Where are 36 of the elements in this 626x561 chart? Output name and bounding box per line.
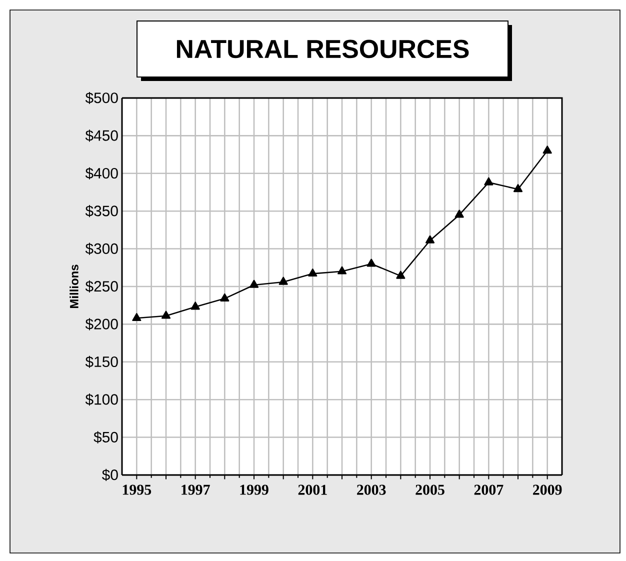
- point: [132, 313, 142, 322]
- y-tick-label: $300: [85, 242, 118, 255]
- x-tick-label: 2001: [298, 484, 327, 495]
- point: [220, 293, 230, 302]
- y-tick-label: $0: [102, 468, 118, 482]
- x-tick-label: 2009: [533, 484, 562, 495]
- point: [366, 258, 376, 267]
- y-tick-label: $400: [85, 167, 118, 180]
- point: [161, 310, 171, 319]
- x-tick-label: 1995: [122, 484, 152, 495]
- point: [484, 177, 494, 186]
- point: [513, 184, 523, 192]
- y-tick-label: $500: [85, 92, 118, 104]
- y-tick-label: $350: [85, 205, 118, 218]
- y-tick-label: $200: [85, 318, 118, 330]
- point: [425, 235, 435, 244]
- point: [278, 276, 288, 285]
- point: [542, 146, 552, 154]
- x-tick-label: 1997: [182, 484, 210, 495]
- y-tick-label: $450: [85, 130, 118, 142]
- chart-title: NATURAL RESOURCES: [176, 40, 469, 58]
- x-tick-label: 2007: [474, 484, 504, 495]
- x-tick-label: 1999: [240, 484, 268, 495]
- point: [190, 302, 200, 310]
- point: [249, 280, 259, 288]
- y-axis-title: Millions: [70, 264, 78, 308]
- y-tick-label: $50: [94, 431, 118, 444]
- point: [337, 266, 347, 274]
- point: [308, 268, 318, 277]
- y-tick-label: $250: [85, 280, 118, 293]
- y-tick-label: $150: [85, 356, 118, 368]
- point: [454, 210, 464, 218]
- point: [396, 270, 406, 279]
- x-tick-label: 2003: [357, 484, 386, 495]
- y-tick-label: $100: [85, 394, 118, 406]
- x-tick-label: 2005: [416, 484, 444, 495]
